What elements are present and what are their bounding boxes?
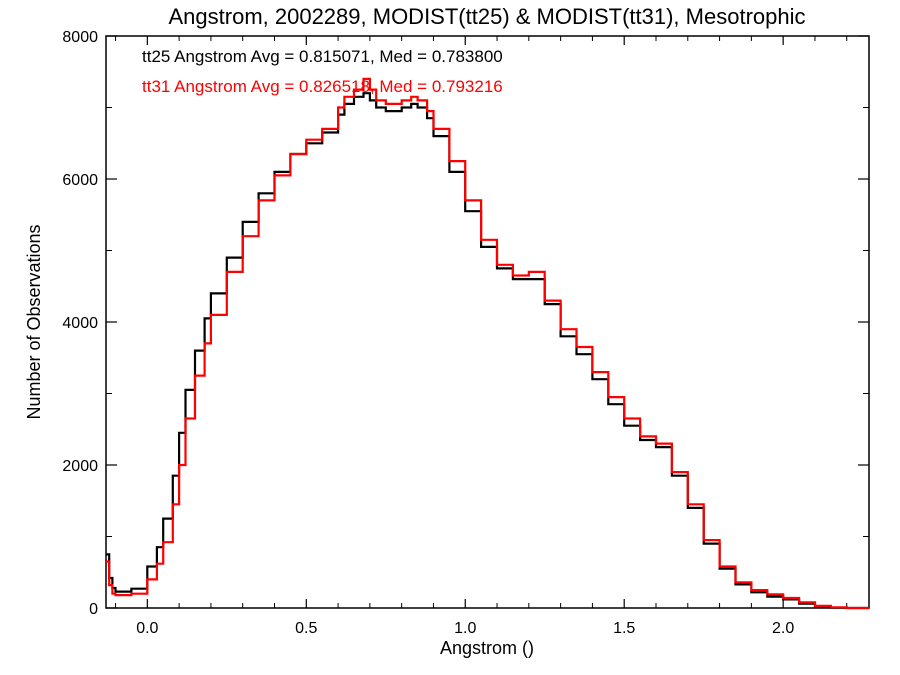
x-tick-label: 1.0 bbox=[454, 620, 476, 637]
y-tick-label: 0 bbox=[89, 601, 98, 618]
stats-annotation-1: tt25 Angstrom Avg = 0.815071, Med = 0.78… bbox=[142, 47, 503, 66]
x-tick-label: 0.0 bbox=[136, 620, 158, 637]
chart-title: Angstrom, 2002289, MODIST(tt25) & MODIST… bbox=[169, 4, 806, 29]
y-axis: 0 2000 4000 6000 8000 bbox=[62, 29, 869, 618]
y-tick-label: 4000 bbox=[62, 315, 98, 332]
series-line-1 bbox=[106, 93, 869, 608]
x-tick-label: 2.0 bbox=[772, 620, 794, 637]
y-axis-label: Number of Observations bbox=[24, 224, 44, 419]
series-line-2 bbox=[106, 79, 869, 608]
x-tick-label: 0.5 bbox=[295, 620, 317, 637]
y-tick-label: 8000 bbox=[62, 29, 98, 46]
x-axis: 0.0 0.5 1.0 1.5 2.0 bbox=[116, 36, 847, 637]
annotations: tt25 Angstrom Avg = 0.815071, Med = 0.78… bbox=[142, 47, 503, 96]
chart: Angstrom, 2002289, MODIST(tt25) & MODIST… bbox=[0, 0, 900, 675]
y-tick-label: 6000 bbox=[62, 172, 98, 189]
x-tick-label: 1.5 bbox=[613, 620, 635, 637]
plot-frame bbox=[106, 36, 869, 608]
y-tick-label: 2000 bbox=[62, 458, 98, 475]
x-axis-label: Angstrom () bbox=[440, 638, 534, 658]
series-layer bbox=[106, 79, 869, 608]
stats-annotation-2: tt31 Angstrom Avg = 0.826518, Med = 0.79… bbox=[142, 77, 503, 96]
